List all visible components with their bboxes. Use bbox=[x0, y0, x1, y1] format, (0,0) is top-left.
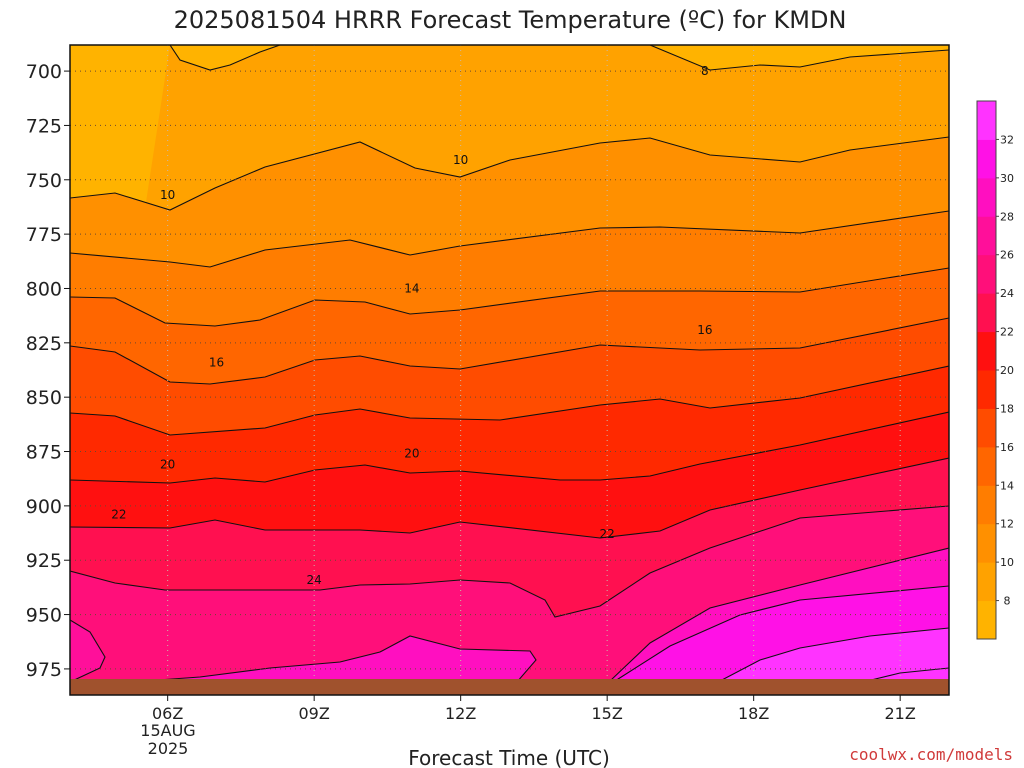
y-tick-label: 950 bbox=[26, 605, 62, 627]
colorbar-tick-label: 32 bbox=[1000, 133, 1014, 146]
contour-label: 22 bbox=[600, 527, 615, 541]
colorbar-tick-label: 16 bbox=[1000, 441, 1014, 454]
x-tick-label: 09Z bbox=[299, 704, 330, 723]
colorbar-swatch bbox=[977, 446, 996, 486]
colorbar-tick-label: 22 bbox=[1000, 326, 1014, 339]
x-date-label-day: 15AUG bbox=[140, 721, 195, 740]
y-tick-label: 900 bbox=[26, 496, 62, 518]
colorbar-swatch bbox=[977, 523, 996, 563]
colorbar-tick-label: 24 bbox=[1000, 287, 1014, 300]
chart-title: 2025081504 HRRR Forecast Temperature (ºC… bbox=[174, 6, 847, 34]
colorbar-swatch bbox=[977, 600, 996, 640]
colorbar-tick-label: 18 bbox=[1000, 402, 1014, 415]
x-tick-label: 12Z bbox=[445, 704, 476, 723]
grid-lines bbox=[70, 45, 949, 695]
colorbar-swatch bbox=[977, 562, 996, 602]
x-tick-label: 21Z bbox=[885, 704, 916, 723]
x-tick-label: 06Z bbox=[152, 704, 183, 723]
y-tick-label: 800 bbox=[26, 278, 62, 300]
x-axis: 15AUG 2025 06Z 09Z 12Z 15Z 18Z 21Z bbox=[140, 695, 916, 758]
colorbar-swatch bbox=[977, 408, 996, 448]
contour-label: 16 bbox=[697, 323, 712, 337]
temperature-bands bbox=[70, 45, 949, 695]
x-date-label-year: 2025 bbox=[148, 739, 189, 758]
plot-frame bbox=[69, 44, 950, 696]
colorbar-swatch bbox=[977, 331, 996, 371]
colorbar-swatch bbox=[977, 485, 996, 525]
isotherm-line bbox=[70, 365, 949, 436]
plot-area bbox=[70, 45, 949, 695]
y-tick-label: 775 bbox=[26, 224, 62, 246]
surface-ground bbox=[70, 679, 949, 695]
contour-label: 14 bbox=[404, 281, 419, 295]
contour-label: 10 bbox=[160, 188, 175, 202]
contour-label: 16 bbox=[209, 355, 224, 369]
x-tick-label: 15Z bbox=[592, 704, 623, 723]
contour-label: 20 bbox=[404, 447, 419, 461]
x-tick-label: 18Z bbox=[738, 704, 769, 723]
y-axis: 700 725 750 775 800 825 850 875 900 925 950 975 bbox=[26, 61, 70, 681]
colorbar-tick-label: 28 bbox=[1000, 210, 1014, 223]
colorbar-tick-label: 12 bbox=[1000, 518, 1014, 531]
isotherm-line bbox=[70, 267, 949, 327]
isotherm-line bbox=[70, 411, 949, 484]
contour-label: 24 bbox=[307, 573, 322, 587]
colorbar-tick-label: 30 bbox=[1000, 172, 1014, 185]
colorbar-tick-label: 10 bbox=[1000, 556, 1014, 569]
y-tick-label: 700 bbox=[26, 61, 62, 83]
y-tick-label: 750 bbox=[26, 170, 62, 192]
colorbar-tick-label: 14 bbox=[1000, 479, 1014, 492]
contour-label: 8 bbox=[701, 64, 709, 78]
isotherm-line bbox=[70, 210, 949, 268]
contour-lines bbox=[70, 45, 949, 691]
colorbar-swatch bbox=[977, 139, 996, 179]
isotherm-line bbox=[70, 317, 949, 385]
credit-text: coolwx.com/models bbox=[849, 745, 1013, 764]
y-tick-label: 850 bbox=[26, 387, 62, 409]
colorbar-swatch bbox=[977, 101, 996, 140]
isotherm-line bbox=[70, 457, 949, 539]
x-axis-label: Forecast Time (UTC) bbox=[408, 746, 610, 768]
y-tick-label: 975 bbox=[26, 659, 62, 681]
isotherm-line bbox=[70, 505, 949, 618]
colorbar-tick-label: 8 bbox=[1004, 595, 1011, 608]
colorbar-tick-label: 20 bbox=[1000, 364, 1014, 377]
colorbar: 8 10 12 14 16 18 20 22 24 26 28 30 32 bbox=[976, 100, 1014, 640]
contour-label: 20 bbox=[160, 458, 175, 472]
isotherm-line bbox=[129, 547, 949, 691]
y-tick-label: 725 bbox=[26, 115, 62, 137]
contour-labels: 8 10 10 14 16 16 20 20 22 22 24 bbox=[111, 64, 712, 587]
contour-label: 22 bbox=[111, 508, 126, 522]
colorbar-tick-label: 26 bbox=[1000, 249, 1014, 262]
y-tick-label: 925 bbox=[26, 550, 62, 572]
colorbar-swatch bbox=[977, 370, 996, 409]
colorbar-swatch bbox=[977, 254, 996, 294]
temperature-band bbox=[385, 628, 949, 695]
isotherm-line bbox=[70, 136, 949, 211]
y-tick-label: 825 bbox=[26, 333, 62, 355]
y-tick-label: 875 bbox=[26, 442, 62, 464]
colorbar-swatch bbox=[977, 177, 996, 217]
colorbar-swatch bbox=[977, 216, 996, 256]
contour-label: 10 bbox=[453, 153, 468, 167]
isotherm-line bbox=[169, 45, 949, 71]
colorbar-swatch bbox=[977, 293, 996, 333]
